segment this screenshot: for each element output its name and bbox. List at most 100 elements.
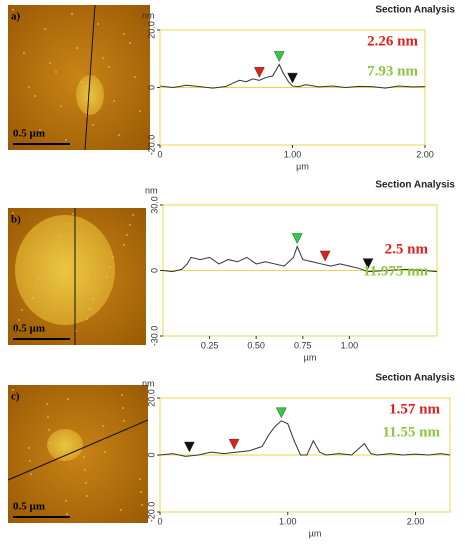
x-tick-label: 0.50 xyxy=(247,340,265,350)
chart-title: Section Analysis xyxy=(375,5,455,16)
cursor-marker xyxy=(276,407,287,419)
particle xyxy=(55,71,57,73)
scale-bar-label: 0.5 µm xyxy=(13,501,45,513)
particle xyxy=(132,214,134,216)
particle xyxy=(109,266,111,268)
y-tick-label: 20.0 xyxy=(146,21,156,39)
particle xyxy=(84,469,86,471)
particle xyxy=(49,62,51,64)
chart-title: Section Analysis xyxy=(375,373,455,384)
particle xyxy=(92,124,94,126)
particle xyxy=(97,23,99,25)
flake xyxy=(47,429,83,461)
x-tick-label: 0.25 xyxy=(201,340,219,350)
scale-bar-label: 0.5 µm xyxy=(13,128,45,140)
cursor-marker xyxy=(184,441,195,453)
profile-line xyxy=(162,245,438,273)
particle xyxy=(72,213,74,215)
y-tick-label: 30.0 xyxy=(149,196,159,214)
cursor-marker xyxy=(362,258,374,270)
x-unit: µm xyxy=(309,528,322,538)
particle xyxy=(28,86,30,88)
particle xyxy=(28,447,30,449)
flake xyxy=(15,215,115,325)
x-tick-label: 1.00 xyxy=(279,516,297,526)
particle xyxy=(39,129,41,131)
y-tick-label: 0 xyxy=(149,268,159,273)
cursor-marker xyxy=(319,250,331,262)
particle xyxy=(21,309,23,311)
cursor-marker xyxy=(287,72,298,84)
section-line xyxy=(7,419,149,481)
x-tick-label: 0 xyxy=(157,149,162,159)
particle xyxy=(18,18,20,20)
particle xyxy=(58,235,60,237)
y-tick-label: -30.0 xyxy=(149,326,159,347)
x-tick-label: 1.00 xyxy=(341,340,359,350)
particle xyxy=(86,495,88,497)
panel-label: b) xyxy=(11,214,21,226)
particle xyxy=(44,28,46,30)
particle xyxy=(140,491,142,493)
particle xyxy=(134,76,136,78)
profile-line xyxy=(159,420,451,457)
particle xyxy=(129,224,131,226)
particle xyxy=(141,504,143,506)
particle xyxy=(122,407,124,409)
particle xyxy=(102,57,104,59)
height-annotation: 11.975 nm xyxy=(363,263,429,279)
particle xyxy=(139,478,141,480)
y-tick-label: 0 xyxy=(146,452,156,457)
flake xyxy=(76,75,104,115)
particle xyxy=(86,318,88,320)
height-annotation: 2.26 nm xyxy=(367,33,418,49)
particle xyxy=(67,398,69,400)
y-unit: nm xyxy=(145,185,158,195)
particle xyxy=(129,42,131,44)
y-unit: nm xyxy=(142,378,155,388)
x-tick-label: 0.75 xyxy=(294,340,312,350)
panel-label: a) xyxy=(11,11,21,23)
particle xyxy=(32,297,34,299)
height-annotation: 1.57 nm xyxy=(389,401,440,417)
y-unit: nm xyxy=(142,10,155,20)
particle xyxy=(12,389,14,391)
particle xyxy=(52,255,54,257)
particle xyxy=(139,110,141,112)
particle xyxy=(23,52,25,54)
particle xyxy=(121,394,123,396)
particle xyxy=(95,288,97,290)
chart-title: Section Analysis xyxy=(375,180,455,191)
particle xyxy=(47,416,49,418)
particle xyxy=(65,139,67,141)
particle xyxy=(102,425,104,427)
x-unit: µm xyxy=(296,161,309,171)
particle xyxy=(55,245,57,247)
particle xyxy=(15,329,17,331)
particle xyxy=(46,403,48,405)
particle xyxy=(30,473,32,475)
particle xyxy=(71,13,73,15)
cursor-marker xyxy=(273,51,285,62)
particle xyxy=(65,500,67,502)
scale-bar-label: 0.5 µm xyxy=(13,323,45,335)
particle xyxy=(126,234,128,236)
x-unit: µm xyxy=(304,352,317,362)
particle xyxy=(112,256,114,258)
x-tick-label: 2.00 xyxy=(416,149,434,159)
particle xyxy=(49,265,51,267)
y-tick-label: -20.0 xyxy=(146,502,156,523)
profile-line xyxy=(159,63,426,89)
particle xyxy=(35,287,37,289)
particle xyxy=(66,513,68,515)
particle xyxy=(123,244,125,246)
particle xyxy=(34,95,36,97)
particle xyxy=(83,456,85,458)
height-annotation: 11.55 nm xyxy=(382,424,440,440)
particle xyxy=(38,277,40,279)
afm-image xyxy=(8,5,150,150)
particle xyxy=(113,100,115,102)
particle xyxy=(106,276,108,278)
particle xyxy=(12,9,14,11)
y-tick-label: -20.0 xyxy=(146,135,156,156)
